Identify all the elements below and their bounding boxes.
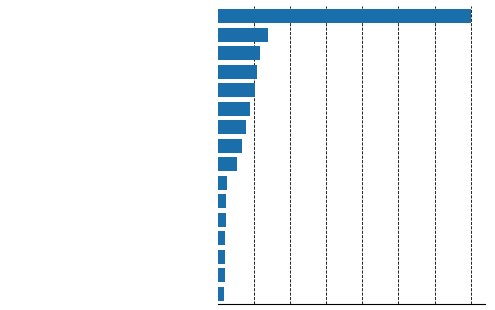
Bar — [218, 46, 260, 60]
Bar — [218, 176, 227, 190]
Bar — [218, 287, 224, 301]
Bar — [218, 157, 237, 171]
Bar — [218, 213, 226, 227]
Bar — [218, 120, 246, 134]
Bar — [218, 9, 471, 23]
Bar — [218, 65, 257, 79]
Bar — [218, 231, 225, 245]
Bar — [218, 194, 227, 208]
Bar — [218, 102, 250, 116]
Bar — [218, 268, 225, 282]
Bar — [218, 28, 268, 42]
Bar — [218, 83, 254, 97]
Bar — [218, 139, 243, 153]
Bar — [218, 250, 225, 264]
